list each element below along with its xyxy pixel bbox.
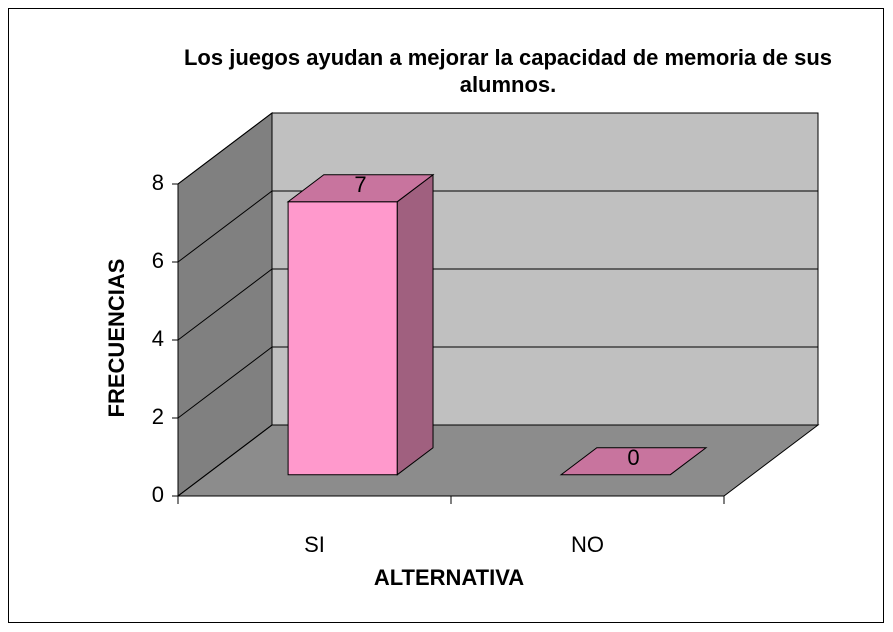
grid-line [177,112,818,185]
grid-line [177,268,818,341]
grid-line [177,424,818,497]
bar [286,173,435,476]
x-axis-label: ALTERNATIVA [374,565,524,590]
y-tick-label: 4 [152,326,164,351]
bar-top [559,447,708,476]
x-tick-label: SI [304,532,325,557]
y-axis-label: FRECUENCIAS [104,259,129,418]
data-label: 7 [354,172,366,197]
y-tick-label: 0 [152,482,164,507]
grid-line [177,346,818,419]
bar-front [287,201,398,476]
bar-side [396,173,434,476]
grid-line [177,190,818,263]
bar-top [286,174,435,203]
chart-border [8,8,884,623]
y-tick-label: 8 [152,170,164,195]
y-tick-label: 2 [152,404,164,429]
x-tick-label: NO [571,532,604,557]
data-label: 0 [627,445,639,470]
chart-title: Los juegos ayudan a mejorar la capacidad… [183,45,832,97]
floor [176,424,820,497]
y-tick-label: 6 [152,248,164,273]
bar [559,447,708,476]
